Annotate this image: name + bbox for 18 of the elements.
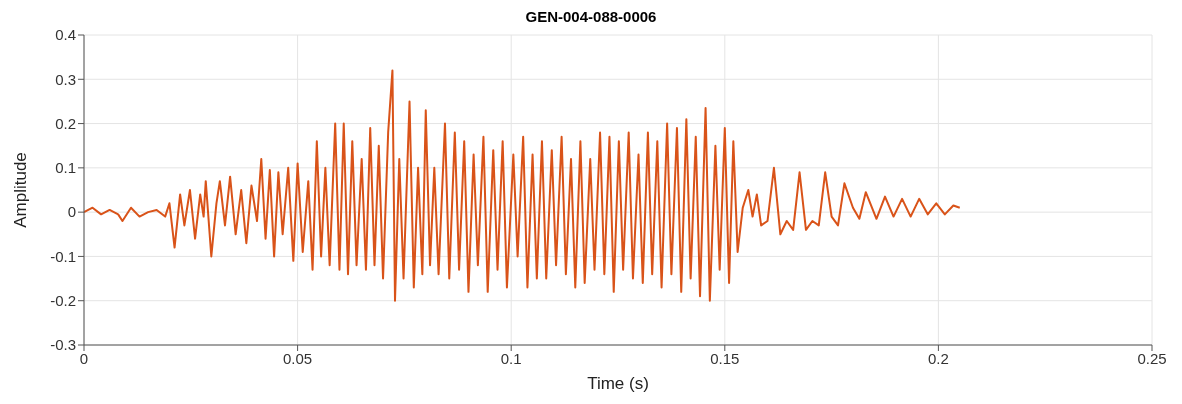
y-tick-label: 0.2 bbox=[55, 114, 76, 132]
y-tick-label: -0.1 bbox=[50, 247, 76, 265]
line-series bbox=[84, 69, 961, 302]
y-tick-label: 0 bbox=[67, 203, 76, 221]
y-axis-title: Amplitude bbox=[11, 152, 31, 228]
y-tick-label: 0.3 bbox=[55, 70, 76, 88]
x-tick-label: 0 bbox=[79, 349, 89, 367]
x-tick-label: 0.05 bbox=[283, 349, 313, 367]
y-tick-label: -0.3 bbox=[50, 336, 76, 354]
y-tick-label: 0.1 bbox=[55, 159, 76, 177]
chart-title: GEN-004-088-0006 bbox=[524, 8, 658, 25]
y-tick-label: -0.2 bbox=[50, 292, 76, 310]
x-tick-label: 0.1 bbox=[500, 349, 522, 367]
x-tick-label: 0.2 bbox=[927, 349, 949, 367]
x-tick-label: 0.15 bbox=[710, 349, 740, 367]
y-tick-label: 0.4 bbox=[55, 26, 76, 44]
x-axis-title: Time (s) bbox=[587, 374, 649, 393]
x-tick-label: 0.25 bbox=[1137, 349, 1167, 367]
